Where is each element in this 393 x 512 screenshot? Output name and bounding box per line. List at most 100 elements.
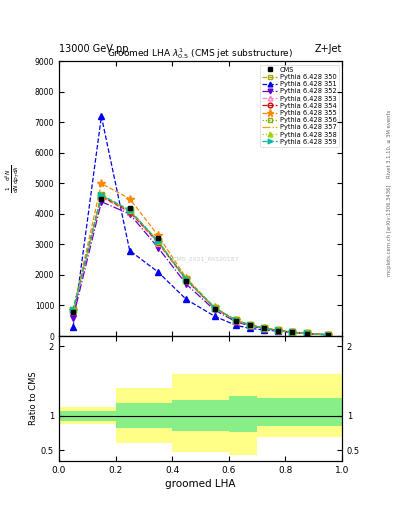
Pythia 6.428 350 xyxy=(290,329,295,335)
Line: CMS: CMS xyxy=(71,196,330,337)
Pythia 6.428 358 xyxy=(290,329,295,335)
Pythia 6.428 359 xyxy=(262,325,266,331)
Pythia 6.428 359 xyxy=(184,276,189,283)
Pythia 6.428 354 xyxy=(262,325,266,331)
CMS xyxy=(99,196,104,202)
Line: Pythia 6.428 355: Pythia 6.428 355 xyxy=(69,179,332,339)
Legend: CMS, Pythia 6.428 350, Pythia 6.428 351, Pythia 6.428 352, Pythia 6.428 353, Pyt: CMS, Pythia 6.428 350, Pythia 6.428 351,… xyxy=(261,65,339,147)
Pythia 6.428 353 xyxy=(276,327,281,333)
Pythia 6.428 355 xyxy=(71,307,75,313)
Pythia 6.428 355 xyxy=(127,196,132,202)
Line: Pythia 6.428 352: Pythia 6.428 352 xyxy=(70,199,331,337)
Pythia 6.428 356 xyxy=(99,192,104,198)
Pythia 6.428 356 xyxy=(276,327,281,333)
Pythia 6.428 353 xyxy=(262,325,266,331)
Pythia 6.428 358 xyxy=(71,307,75,313)
X-axis label: groomed LHA: groomed LHA xyxy=(165,479,236,489)
Line: Pythia 6.428 351: Pythia 6.428 351 xyxy=(70,114,331,337)
Pythia 6.428 350 xyxy=(276,327,281,333)
Pythia 6.428 354 xyxy=(212,305,217,311)
Pythia 6.428 351 xyxy=(99,113,104,119)
Pythia 6.428 358 xyxy=(248,322,252,328)
Pythia 6.428 355 xyxy=(212,304,217,310)
CMS xyxy=(212,306,217,312)
Pythia 6.428 352 xyxy=(71,314,75,321)
Pythia 6.428 350 xyxy=(184,276,189,283)
Pythia 6.428 359 xyxy=(325,332,330,338)
Pythia 6.428 350 xyxy=(71,307,75,313)
Pythia 6.428 357 xyxy=(304,330,309,336)
Pythia 6.428 354 xyxy=(156,239,160,245)
Pythia 6.428 357 xyxy=(99,193,104,199)
Pythia 6.428 351 xyxy=(233,322,238,328)
Pythia 6.428 357 xyxy=(248,322,252,328)
Pythia 6.428 354 xyxy=(290,329,295,335)
Pythia 6.428 352 xyxy=(184,281,189,287)
Pythia 6.428 353 xyxy=(212,305,217,311)
Pythia 6.428 357 xyxy=(325,332,330,338)
Pythia 6.428 350 xyxy=(262,325,266,331)
Line: Pythia 6.428 353: Pythia 6.428 353 xyxy=(70,195,331,337)
Pythia 6.428 352 xyxy=(276,328,281,334)
Pythia 6.428 356 xyxy=(156,238,160,244)
Pythia 6.428 359 xyxy=(290,329,295,335)
Pythia 6.428 359 xyxy=(99,192,104,198)
Pythia 6.428 358 xyxy=(276,327,281,333)
Pythia 6.428 352 xyxy=(325,332,330,338)
Text: Rivet 3.1.10, ≥ 3M events: Rivet 3.1.10, ≥ 3M events xyxy=(387,109,391,178)
Line: Pythia 6.428 359: Pythia 6.428 359 xyxy=(70,192,331,337)
Pythia 6.428 350 xyxy=(304,330,309,336)
Pythia 6.428 356 xyxy=(248,322,252,328)
Pythia 6.428 353 xyxy=(304,330,309,336)
Pythia 6.428 357 xyxy=(233,317,238,324)
Pythia 6.428 357 xyxy=(276,327,281,333)
Pythia 6.428 359 xyxy=(304,330,309,336)
Pythia 6.428 356 xyxy=(325,332,330,338)
Pythia 6.428 351 xyxy=(212,313,217,319)
Pythia 6.428 351 xyxy=(156,269,160,275)
Pythia 6.428 355 xyxy=(248,322,252,328)
Pythia 6.428 353 xyxy=(184,278,189,284)
Pythia 6.428 350 xyxy=(212,305,217,311)
Pythia 6.428 356 xyxy=(127,207,132,214)
Pythia 6.428 356 xyxy=(304,330,309,336)
Pythia 6.428 353 xyxy=(233,317,238,324)
Pythia 6.428 355 xyxy=(262,325,266,331)
Pythia 6.428 354 xyxy=(71,308,75,314)
Pythia 6.428 352 xyxy=(156,244,160,250)
Pythia 6.428 358 xyxy=(325,332,330,338)
Pythia 6.428 354 xyxy=(184,277,189,283)
Pythia 6.428 354 xyxy=(325,332,330,338)
Line: Pythia 6.428 350: Pythia 6.428 350 xyxy=(70,193,331,337)
Pythia 6.428 358 xyxy=(184,276,189,283)
Pythia 6.428 359 xyxy=(156,238,160,244)
Pythia 6.428 352 xyxy=(290,329,295,335)
Pythia 6.428 355 xyxy=(290,329,295,335)
Pythia 6.428 353 xyxy=(99,194,104,200)
Pythia 6.428 356 xyxy=(290,329,295,335)
Text: CMS_2021_PAS20187: CMS_2021_PAS20187 xyxy=(173,257,239,262)
Line: Pythia 6.428 354: Pythia 6.428 354 xyxy=(70,194,331,337)
Line: Pythia 6.428 357: Pythia 6.428 357 xyxy=(73,196,328,335)
Pythia 6.428 357 xyxy=(156,238,160,244)
Pythia 6.428 351 xyxy=(71,324,75,330)
Pythia 6.428 358 xyxy=(99,192,104,198)
CMS xyxy=(71,309,75,315)
Pythia 6.428 352 xyxy=(304,331,309,337)
Pythia 6.428 358 xyxy=(156,238,160,244)
Text: mcplots.cern.ch [arXiv:1306.3436]: mcplots.cern.ch [arXiv:1306.3436] xyxy=(387,185,391,276)
Pythia 6.428 357 xyxy=(262,325,266,331)
Line: Pythia 6.428 356: Pythia 6.428 356 xyxy=(70,193,331,337)
Pythia 6.428 350 xyxy=(325,332,330,338)
CMS xyxy=(248,322,252,328)
Pythia 6.428 355 xyxy=(304,330,309,336)
Y-axis label: Ratio to CMS: Ratio to CMS xyxy=(29,372,38,425)
Line: Pythia 6.428 358: Pythia 6.428 358 xyxy=(70,193,331,337)
Pythia 6.428 353 xyxy=(325,332,330,338)
CMS xyxy=(233,317,238,324)
Pythia 6.428 354 xyxy=(276,327,281,333)
Pythia 6.428 353 xyxy=(248,322,252,328)
Pythia 6.428 351 xyxy=(276,328,281,334)
Pythia 6.428 359 xyxy=(71,307,75,313)
Pythia 6.428 357 xyxy=(71,307,75,313)
